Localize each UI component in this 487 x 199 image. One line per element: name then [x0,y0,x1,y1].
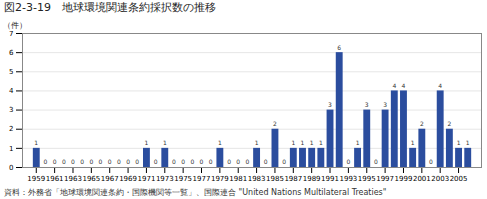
svg-text:0: 0 [227,158,231,165]
svg-text:3: 3 [365,101,369,108]
svg-text:0: 0 [209,158,213,165]
svg-text:1995: 1995 [358,175,376,183]
svg-text:0: 0 [264,158,268,165]
svg-text:0: 0 [53,158,57,165]
svg-text:0: 0 [99,158,103,165]
svg-text:5: 5 [9,68,13,76]
svg-text:1999: 1999 [395,175,413,183]
svg-text:2001: 2001 [413,175,431,183]
svg-text:2: 2 [420,120,424,127]
svg-text:0: 0 [89,158,93,165]
svg-text:1: 1 [218,139,222,146]
svg-text:1981: 1981 [229,175,247,183]
svg-text:1959: 1959 [27,175,45,183]
svg-text:0: 0 [71,158,75,165]
svg-text:2003: 2003 [431,175,449,183]
svg-text:1: 1 [301,139,305,146]
svg-text:0: 0 [80,158,84,165]
svg-text:0: 0 [108,158,112,165]
svg-text:0: 0 [200,158,204,165]
svg-text:1975: 1975 [174,175,192,183]
svg-text:0: 0 [172,158,176,165]
svg-text:4: 4 [402,82,406,89]
svg-text:0: 0 [374,158,378,165]
svg-text:0: 0 [190,158,194,165]
svg-text:3: 3 [9,106,13,114]
svg-text:6: 6 [337,44,341,51]
svg-text:1983: 1983 [248,175,266,183]
svg-text:1961: 1961 [46,175,64,183]
svg-text:0: 0 [44,158,48,165]
svg-text:0: 0 [429,158,433,165]
svg-text:0: 0 [126,158,130,165]
svg-text:4: 4 [392,82,396,89]
svg-text:2: 2 [9,125,13,133]
svg-text:1: 1 [255,139,259,146]
svg-text:0: 0 [282,158,286,165]
svg-text:1: 1 [411,139,415,146]
svg-text:2005: 2005 [450,175,468,183]
svg-text:0: 0 [245,158,249,165]
svg-text:1971: 1971 [138,175,156,183]
svg-text:1: 1 [319,139,323,146]
svg-text:1991: 1991 [321,175,339,183]
svg-text:（件）: （件） [3,21,27,30]
svg-text:1: 1 [163,139,167,146]
svg-text:1963: 1963 [64,175,82,183]
svg-text:0: 0 [62,158,66,165]
svg-text:1: 1 [356,139,360,146]
svg-text:4: 4 [438,82,442,89]
svg-text:1: 1 [310,139,314,146]
svg-text:0: 0 [135,158,139,165]
svg-text:1977: 1977 [193,175,211,183]
svg-text:4: 4 [9,87,14,95]
svg-text:0: 0 [181,158,185,165]
svg-text:0: 0 [236,158,240,165]
svg-text:1: 1 [466,139,470,146]
svg-text:1985: 1985 [266,175,284,183]
svg-text:0: 0 [9,164,13,172]
svg-text:1: 1 [145,139,149,146]
svg-text:1969: 1969 [119,175,137,183]
html-text:図2-3-19 地球環境関連条約採択数の推移: 図2-3-19 地球環境関連条約採択数の推移 [4,1,216,14]
html-text:資料：外務省「地球環境関連条約・国際機関等一覧」、国際連合: 資料：外務省「地球環境関連条約・国際機関等一覧」、国際連合 "United Na… [4,188,387,197]
svg-text:1979: 1979 [211,175,229,183]
svg-text:1993: 1993 [339,175,357,183]
svg-text:1: 1 [457,139,461,146]
svg-text:7: 7 [9,30,13,38]
svg-text:0: 0 [346,158,350,165]
svg-text:2: 2 [447,120,451,127]
svg-text:1987: 1987 [284,175,302,183]
svg-text:1965: 1965 [82,175,100,183]
svg-text:6: 6 [9,49,14,57]
svg-text:1973: 1973 [156,175,174,183]
svg-text:1: 1 [9,145,13,153]
svg-text:1: 1 [291,139,295,146]
svg-text:0: 0 [154,158,158,165]
svg-text:1989: 1989 [303,175,321,183]
svg-text:1967: 1967 [101,175,119,183]
svg-text:2: 2 [273,120,277,127]
svg-text:1: 1 [34,139,38,146]
svg-text:1997: 1997 [376,175,394,183]
svg-text:0: 0 [117,158,121,165]
svg-text:3: 3 [383,101,387,108]
svg-text:3: 3 [328,101,332,108]
